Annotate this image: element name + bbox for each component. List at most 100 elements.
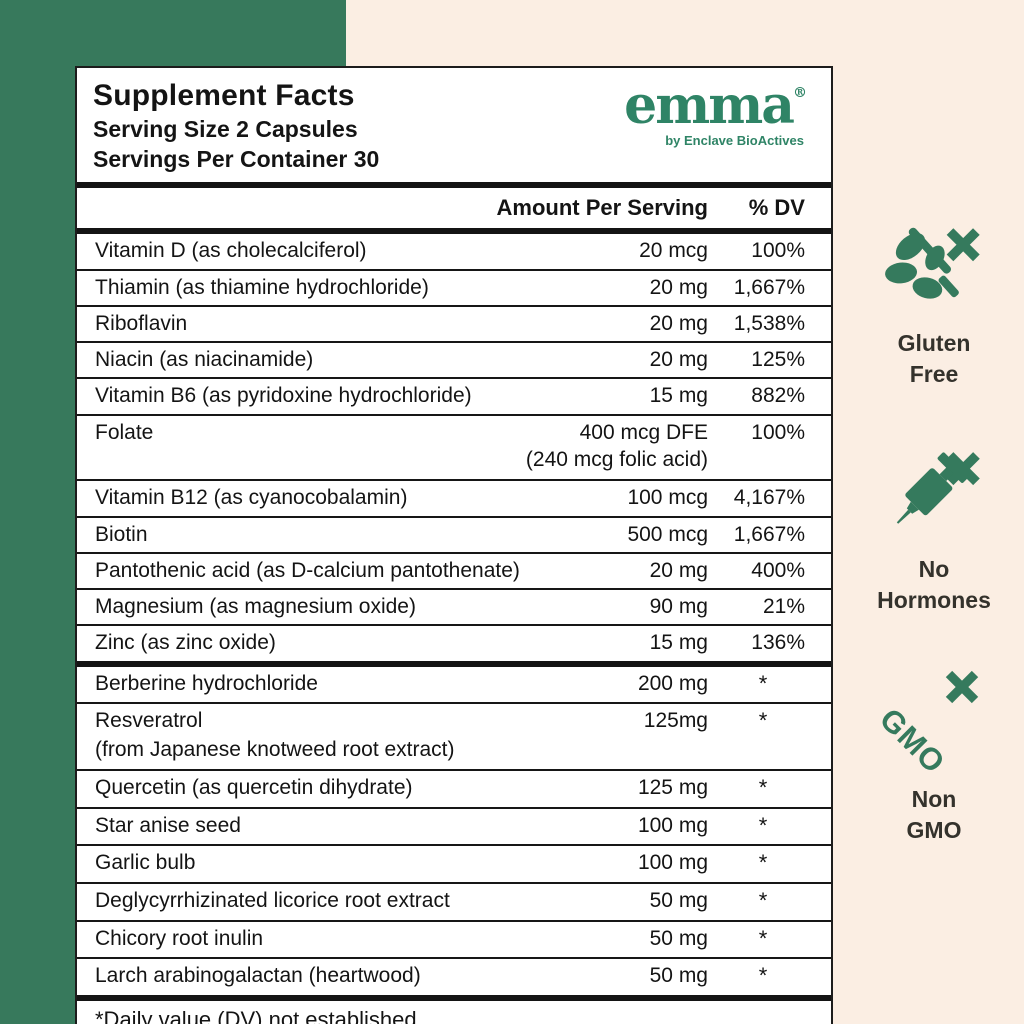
table-column-header: Amount Per Serving % DV xyxy=(77,188,831,228)
panel-header: Supplement Facts Serving Size 2 Capsules… xyxy=(77,68,831,182)
ingredient-note: (from Japanese knotweed root extract) xyxy=(95,737,455,761)
badge-label: Gluten Free xyxy=(850,328,1018,389)
ingredient-dv: 882% xyxy=(751,384,805,408)
table-row: Niacin (as niacinamide) 20 mg 125% xyxy=(77,341,831,377)
ingredient-amount: 200 mg xyxy=(637,671,708,695)
table-row: Chicory root inulin 50 mg * xyxy=(77,919,831,958)
no-hormones-icon xyxy=(896,452,980,524)
ingredient-name: Quercetin (as quercetin dihydrate) xyxy=(95,776,413,800)
ingredient-name: Star anise seed xyxy=(95,813,241,837)
badge-label-line2: Free xyxy=(909,360,959,387)
table-row: Larch arabinogalactan (heartwood) 50 mg … xyxy=(77,957,831,995)
ingredient-amount: 125 mg xyxy=(637,776,708,800)
ingredient-amount: 15 mg xyxy=(649,631,708,655)
serving-size: Serving Size 2 Capsules xyxy=(93,115,358,142)
badge-label: Non GMO xyxy=(850,784,1018,845)
ingredient-name: Pantothenic acid (as D-calcium pantothen… xyxy=(95,558,520,582)
brand-name: emma xyxy=(624,75,795,136)
brand-wordmark: emma® xyxy=(624,80,807,132)
ingredient-dv: * xyxy=(758,708,768,734)
table-row: Vitamin B6 (as pyridoxine hydrochloride)… xyxy=(77,377,831,413)
brand-tagline: by Enclave BioActives xyxy=(665,133,804,149)
ingredient-name: Folate xyxy=(95,420,154,444)
header-text: Supplement Facts Serving Size 2 Capsules… xyxy=(93,79,379,174)
registered-mark: ® xyxy=(793,85,807,101)
ingredient-dv: 400% xyxy=(751,558,805,582)
ingredient-amount: 20 mg xyxy=(649,348,708,372)
table-row: Garlic bulb 100 mg * xyxy=(77,844,831,882)
ingredient-amount: 20 mcg xyxy=(639,239,708,263)
badge-label-line1: Non xyxy=(911,786,957,812)
ingredient-dv: * xyxy=(758,925,768,951)
ingredient-name: Vitamin D (as cholecalciferol) xyxy=(95,239,367,263)
badge-no-hormones: No Hormones xyxy=(850,446,1018,615)
ingredient-dv: * xyxy=(758,888,768,914)
ingredient-dv: * xyxy=(758,812,768,838)
ingredient-amount: 50 mg xyxy=(649,926,708,950)
ingredient-amount: 20 mg xyxy=(649,275,708,299)
badge-label-line1: No xyxy=(918,556,950,582)
ingredient-name: Larch arabinogalactan (heartwood) xyxy=(95,964,421,988)
badge-non-gmo: GMO Non GMO xyxy=(850,668,1018,845)
ingredient-dv: * xyxy=(758,775,768,801)
badge-label-line2: Hormones xyxy=(877,586,991,613)
ingredient-name: Chicory root inulin xyxy=(95,926,264,950)
table-row: Pantothenic acid (as D-calcium pantothen… xyxy=(77,551,831,588)
panel-title: Supplement Facts xyxy=(93,79,355,112)
ingredient-amount: 90 mg xyxy=(649,595,708,619)
ingredient-amount: 20 mg xyxy=(649,311,708,335)
brand-logo: emma® by Enclave BioActives xyxy=(624,79,807,174)
dv-footnote: *Daily value (DV) not established. xyxy=(77,994,831,1024)
gluten-free-icon xyxy=(885,227,980,299)
table-row: Deglycyrrhizinated licorice root extract… xyxy=(77,882,831,920)
servings-per-container: Servings Per Container 30 xyxy=(93,145,380,172)
table-row: Folate 400 mcg DFE 100% (240 mcg folic a… xyxy=(77,413,831,480)
ingredient-dv: * xyxy=(758,850,768,876)
ingredient-dv: 100% xyxy=(751,239,805,263)
ingredient-table: Vitamin D (as cholecalciferol) 20 mcg 10… xyxy=(77,234,831,995)
ingredient-name: Berberine hydrochloride xyxy=(95,671,318,695)
ingredient-dv: 1,667% xyxy=(733,275,805,299)
ingredient-name: Zinc (as zinc oxide) xyxy=(95,631,276,655)
supplement-facts-panel: Supplement Facts Serving Size 2 Capsules… xyxy=(75,66,833,1024)
ingredient-dv: 136% xyxy=(751,631,805,655)
ingredient-amount: 125mg xyxy=(643,709,708,733)
table-row: Star anise seed 100 mg * xyxy=(77,806,831,845)
ingredient-name: Niacin (as niacinamide) xyxy=(95,348,314,372)
table-row: Vitamin D (as cholecalciferol) 20 mcg 10… xyxy=(77,234,831,268)
ingredient-name: Thiamin (as thiamine hydrochloride) xyxy=(95,275,429,299)
badge-gluten-free: Gluten Free xyxy=(850,224,1018,389)
ingredient-dv: 21% xyxy=(762,595,805,619)
gmo-icon-text: GMO xyxy=(872,701,953,781)
divider-thick xyxy=(77,228,831,235)
ingredient-name: Biotin xyxy=(95,522,148,546)
amount-column-header: Amount Per Serving xyxy=(496,195,708,221)
ingredient-name: Garlic bulb xyxy=(95,851,196,875)
ingredient-name: Riboflavin xyxy=(95,311,188,335)
table-row: Vitamin B12 (as cyanocobalamin) 100 mcg … xyxy=(77,479,831,515)
ingredient-name: Deglycyrrhizinated licorice root extract xyxy=(95,889,450,913)
table-row: Zinc (as zinc oxide) 15 mg 136% xyxy=(77,624,831,660)
ingredient-amount: 20 mg xyxy=(649,558,708,582)
ingredient-dv: * xyxy=(758,963,768,989)
ingredient-name: Magnesium (as magnesium oxide) xyxy=(95,595,416,619)
ingredient-dv: 4,167% xyxy=(733,486,805,510)
table-row: Quercetin (as quercetin dihydrate) 125 m… xyxy=(77,769,831,807)
non-gmo-icon: GMO xyxy=(873,668,989,781)
ingredient-amount: 100 mg xyxy=(637,813,708,837)
ingredient-amount: 15 mg xyxy=(649,384,708,408)
dv-column-header: % DV xyxy=(748,195,805,221)
ingredient-amount: 500 mcg xyxy=(627,522,708,546)
ingredient-amount: 100 mcg xyxy=(627,486,708,510)
table-row: Biotin 500 mcg 1,667% xyxy=(77,515,831,552)
badge-label-line2: GMO xyxy=(906,816,962,843)
ingredient-dv: 125% xyxy=(751,348,805,372)
ingredient-dv: 1,538% xyxy=(733,311,805,335)
ingredient-amount: 100 mg xyxy=(637,851,708,875)
ingredient-dv: * xyxy=(758,670,768,696)
gmo-x-mark xyxy=(945,670,979,704)
ingredient-amount: 50 mg xyxy=(649,889,708,913)
table-row: Magnesium (as magnesium oxide) 90 mg 21% xyxy=(77,588,831,624)
table-row: Berberine hydrochloride 200 mg * xyxy=(77,660,831,703)
ingredient-dv: 100% xyxy=(751,420,805,444)
